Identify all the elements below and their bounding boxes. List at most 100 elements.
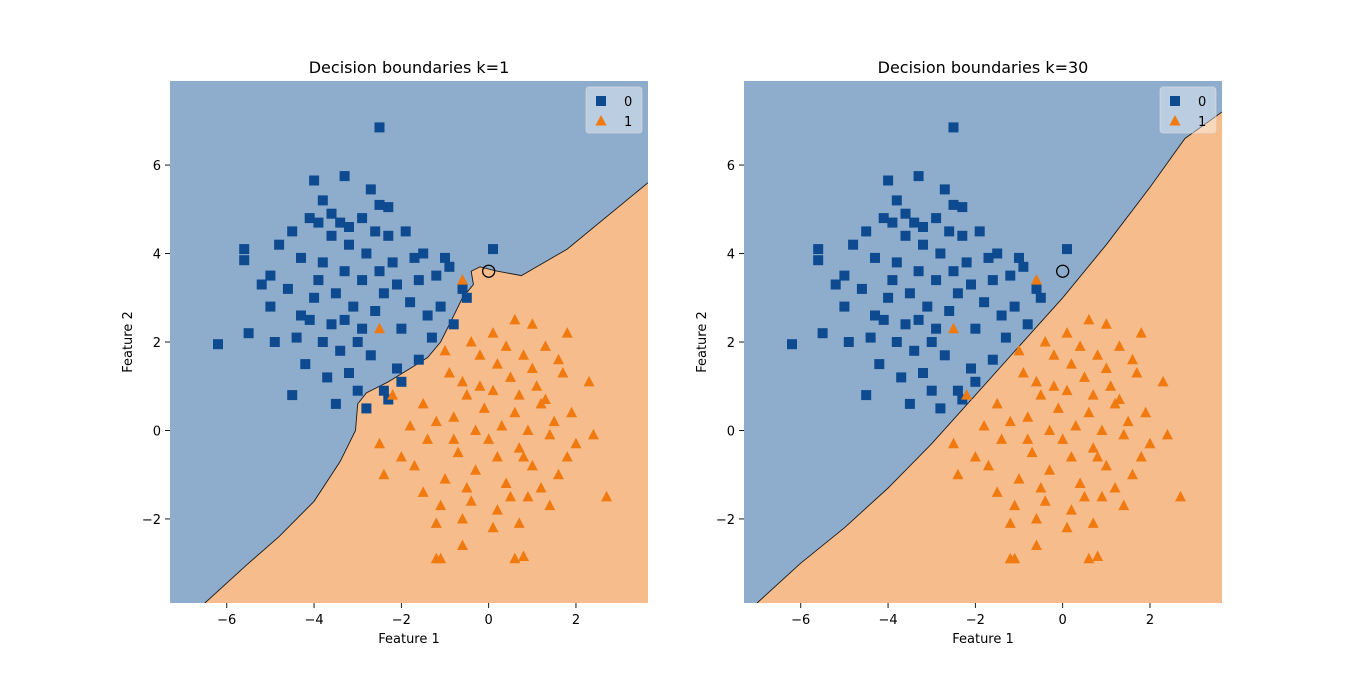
class-1-point <box>408 459 420 471</box>
class-1-point <box>513 442 525 453</box>
class-0-point <box>861 226 872 237</box>
class-0-point <box>317 195 328 206</box>
class-0-point <box>887 217 898 228</box>
class-1-point <box>456 274 468 285</box>
class-0-point <box>243 328 254 339</box>
class-1-point <box>422 433 434 444</box>
class-1-point <box>1026 446 1038 458</box>
class-1-point <box>952 468 964 480</box>
class-1-point <box>1092 451 1104 462</box>
class-0-point <box>326 319 337 330</box>
class-0-point <box>948 122 959 133</box>
class-0-point <box>883 292 894 303</box>
class-1-point <box>487 384 499 396</box>
class-1-point <box>1044 464 1056 475</box>
class-0-point <box>370 306 381 316</box>
legend-label-1: 1 <box>624 115 632 130</box>
class-0-point <box>931 323 942 334</box>
class-0-point <box>896 372 907 383</box>
x-axis-label: Feature 1 <box>952 632 1014 647</box>
class-0-point <box>839 270 850 281</box>
class-0-point <box>966 279 976 290</box>
x-tick-label: 2 <box>572 613 580 628</box>
class-0-point <box>396 323 407 334</box>
class-1-point <box>1065 504 1077 515</box>
class-0-point <box>987 275 998 286</box>
class-0-point <box>904 398 915 409</box>
class-1-point <box>487 521 499 533</box>
class-0-point <box>974 226 985 237</box>
class-0-point <box>374 266 385 277</box>
class-0-point <box>983 252 994 263</box>
class-1-point <box>496 420 508 431</box>
class-0-point <box>448 319 459 330</box>
class-1-point <box>948 437 960 449</box>
class-1-point <box>1087 442 1099 453</box>
class-1-point <box>544 499 556 511</box>
plot-area <box>744 81 1222 603</box>
class-0-point <box>413 275 424 286</box>
class-1-point <box>948 322 960 334</box>
class-0-point <box>317 337 328 347</box>
plot-area <box>170 81 648 603</box>
class-0-point <box>935 403 946 414</box>
class-0-point <box>944 306 955 316</box>
class-0-point <box>1009 301 1020 312</box>
class-1-point <box>439 473 451 484</box>
class-0-point <box>357 275 368 286</box>
x-tick-label: 0 <box>485 613 493 628</box>
class-0-point <box>979 297 990 308</box>
legend-box <box>585 86 643 134</box>
class-1-point <box>1175 490 1187 502</box>
x-tick-label: 2 <box>1146 613 1154 628</box>
class-1-point <box>1122 415 1134 427</box>
class-0-point <box>944 226 955 237</box>
class-1-point <box>1061 521 1073 533</box>
class-0-point <box>435 301 446 312</box>
class-1-point <box>1030 539 1042 550</box>
class-1-point <box>1096 490 1108 502</box>
class-1-point <box>1100 362 1112 374</box>
class-0-point <box>344 368 354 378</box>
class-0-point <box>931 275 942 286</box>
class-0-point <box>239 255 250 266</box>
class-0-point <box>865 332 876 343</box>
class-1-point <box>430 517 442 528</box>
class-0-point <box>931 213 942 224</box>
class-0-point <box>957 202 968 213</box>
class-1-point <box>1083 313 1095 325</box>
class-1-point <box>1074 340 1086 351</box>
class-1-point <box>1131 366 1143 378</box>
class-1-point <box>1092 550 1104 562</box>
class-0-point <box>813 244 824 255</box>
class-0-point <box>966 363 976 374</box>
class-1-point <box>1144 437 1156 449</box>
class-0-point <box>913 314 924 325</box>
chart-title: Decision boundaries k=30 <box>878 58 1089 77</box>
class-0-point <box>405 297 416 308</box>
class-0-point <box>374 122 385 133</box>
class-0-point <box>344 239 354 250</box>
class-1-point <box>1039 336 1051 347</box>
class-0-point <box>300 359 311 370</box>
class-0-point <box>961 257 972 268</box>
class-1-point <box>443 366 455 378</box>
class-0-point <box>339 314 350 325</box>
class-1-point <box>1035 481 1047 493</box>
class-0-point <box>282 283 293 294</box>
class-0-point <box>352 385 363 396</box>
class-1-point <box>1087 517 1099 528</box>
y-tick-label: −2 <box>142 513 161 528</box>
class-1-point <box>1052 402 1064 413</box>
class-0-point <box>891 257 902 268</box>
class-1-point <box>522 490 534 502</box>
class-1-point <box>1044 424 1056 435</box>
class-1-point <box>448 433 460 444</box>
class-0-point <box>392 279 402 290</box>
class-1-region <box>757 112 1222 603</box>
class-1-point <box>374 437 386 449</box>
class-0-point <box>1018 261 1029 272</box>
class-1-point <box>470 424 482 435</box>
class-1-point <box>969 451 981 462</box>
class-0-point <box>843 337 854 347</box>
